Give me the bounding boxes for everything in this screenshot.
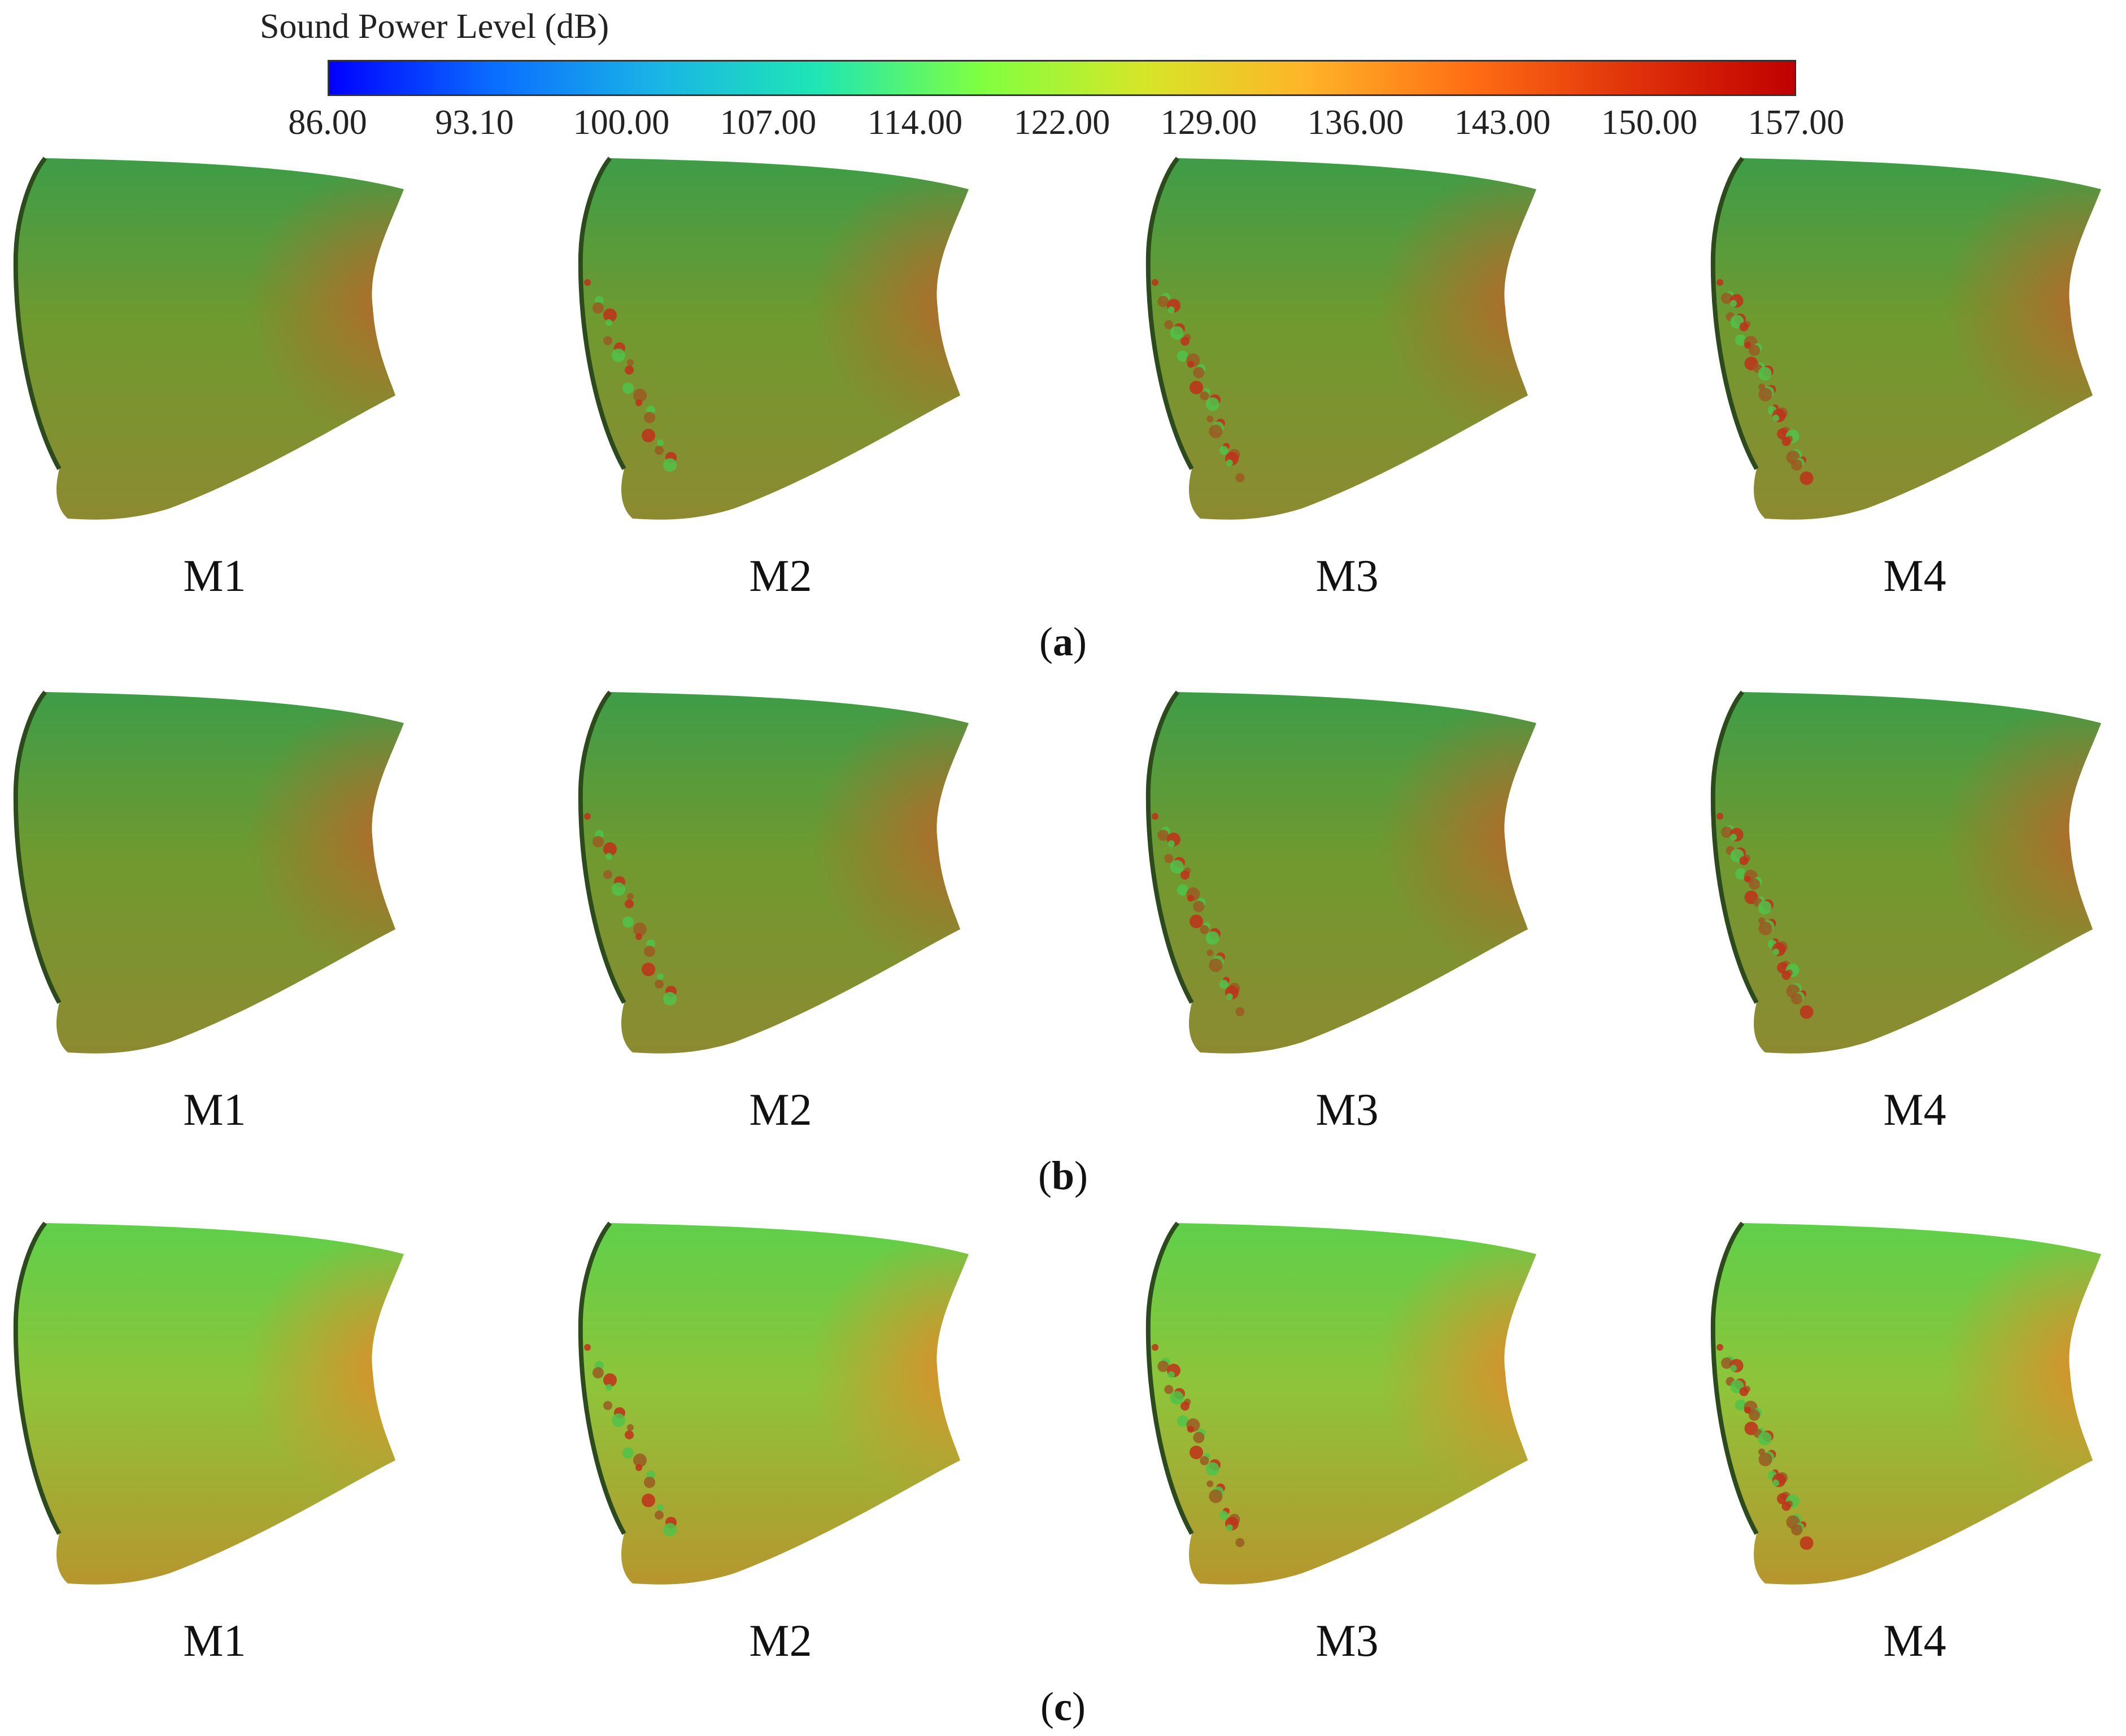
blade-contour (13, 156, 404, 520)
blade-contour (13, 1221, 404, 1585)
blade-contour (578, 156, 969, 520)
blade-panel-m2 (565, 686, 994, 1082)
blade-contour (1710, 1221, 2101, 1585)
blade-contour (1710, 156, 2101, 520)
caption-open-paren: ( (1039, 619, 1053, 664)
blade-panel-m3 (1132, 1217, 1562, 1613)
blade-panel-m4 (1697, 153, 2126, 548)
panel-label: M3 (1315, 551, 1379, 601)
panel-label: M3 (1315, 1616, 1379, 1666)
colorbar-tick-label: 150.00 (1601, 103, 1698, 142)
colorbar-tick-label: 100.00 (573, 103, 670, 142)
caption-letter: a (1053, 619, 1073, 664)
colorbar-tick-label: 129.00 (1160, 103, 1257, 142)
colorbar-tick-label: 136.00 (1307, 103, 1404, 142)
blade-contour (1710, 690, 2101, 1054)
colorbar-tick-label: 114.00 (867, 103, 963, 142)
blade-contour (1145, 156, 1536, 520)
panel-label: M2 (749, 1616, 812, 1666)
subfigure-caption: (c) (1040, 1683, 1086, 1730)
panel-label: M4 (1883, 1085, 1946, 1135)
colorbar-tick-label: 86.00 (288, 103, 367, 142)
caption-letter: b (1051, 1153, 1075, 1198)
panel-label: M1 (183, 1616, 246, 1666)
caption-close-paren: ) (1074, 1153, 1088, 1198)
blade-panel-m4 (1697, 686, 2126, 1082)
caption-open-paren: ( (1038, 1153, 1052, 1198)
blade-contour (1145, 1221, 1536, 1585)
blade-panel-m4 (1697, 1217, 2126, 1613)
colorbar-tick-label: 93.10 (435, 103, 514, 142)
blade-contour (13, 690, 404, 1054)
caption-close-paren: ) (1073, 619, 1087, 664)
colorbar-tick-label: 107.00 (720, 103, 817, 142)
panel-label: M3 (1315, 1085, 1379, 1135)
colorbar-tick-label: 122.00 (1013, 103, 1110, 142)
subfigure-caption: (b) (1038, 1152, 1088, 1199)
blade-panel-m1 (0, 153, 429, 548)
blade-panel-m3 (1132, 686, 1562, 1082)
panel-label: M2 (749, 1085, 812, 1135)
blade-contour (1145, 690, 1536, 1054)
blade-panel-m2 (565, 153, 994, 548)
colorbar-title: Sound Power Level (dB) (260, 7, 609, 46)
blade-contour (578, 1221, 969, 1585)
colorbar-tick-label: 143.00 (1454, 103, 1551, 142)
panel-label: M4 (1883, 1616, 1946, 1666)
blade-panel-m2 (565, 1217, 994, 1613)
blade-contour (578, 690, 969, 1054)
blade-panel-m1 (0, 1217, 429, 1613)
blade-panel-m1 (0, 686, 429, 1082)
caption-close-paren: ) (1071, 1684, 1086, 1729)
colorbar-tick-label: 157.00 (1748, 103, 1845, 142)
blade-panel-m3 (1132, 153, 1562, 548)
panel-label: M2 (749, 551, 812, 601)
colorbar-gradient (328, 60, 1796, 96)
panel-label: M4 (1883, 551, 1946, 601)
caption-letter: c (1054, 1684, 1072, 1729)
caption-open-paren: ( (1040, 1684, 1055, 1729)
panel-label: M1 (183, 1085, 246, 1135)
subfigure-caption: (a) (1039, 619, 1087, 665)
panel-label: M1 (183, 551, 246, 601)
